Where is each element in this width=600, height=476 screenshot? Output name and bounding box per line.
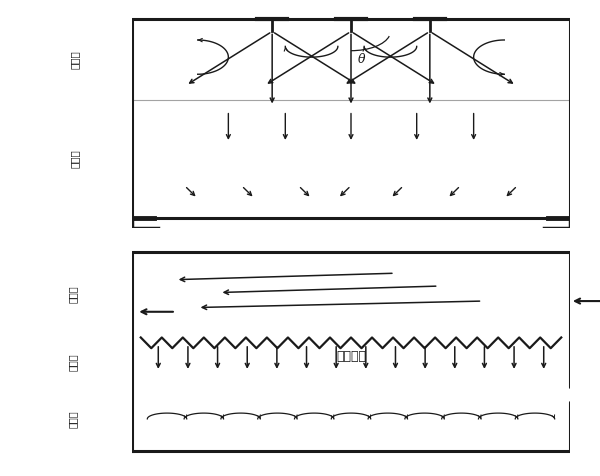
Text: 回旋气流: 回旋气流 — [336, 350, 366, 363]
Text: 混合层: 混合层 — [68, 353, 78, 371]
Text: 超压层: 超压层 — [68, 286, 78, 304]
Text: 混合层: 混合层 — [70, 50, 80, 69]
Text: 工作区: 工作区 — [70, 149, 80, 168]
Text: 工作区: 工作区 — [68, 410, 78, 428]
Text: θ: θ — [358, 53, 366, 66]
